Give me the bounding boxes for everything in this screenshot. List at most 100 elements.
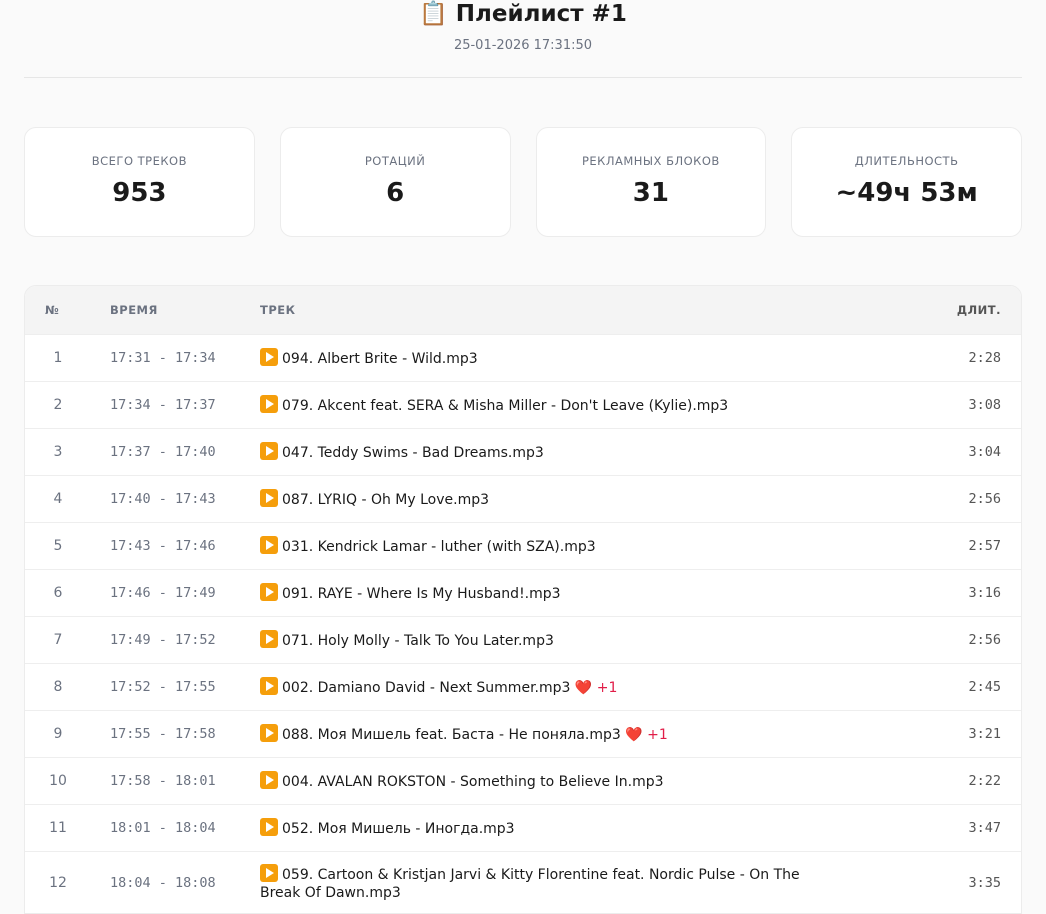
playlist-date: 25-01-2026 17:31:50 (453, 38, 593, 53)
col-num: № (45, 303, 60, 317)
table-row[interactable]: 3 17:37 - 17:40 047. Teddy Swims - Bad D… (25, 428, 1021, 475)
row-duration: 2:57 (968, 538, 1001, 554)
stat-card: ВСЕГО ТРЕКОВ 953 (24, 127, 255, 237)
row-track: 059. Cartoon & Kristjan Jarvi & Kitty Fl… (260, 863, 931, 902)
stat-card: ДЛИТЕЛЬНОСТЬ ~49ч 53м (791, 127, 1022, 237)
track-name: 059. Cartoon & Kristjan Jarvi & Kitty Fl… (260, 866, 800, 901)
play-icon[interactable] (260, 395, 278, 413)
col-duration: ДЛИТ. (956, 303, 1001, 317)
row-time: 17:34 - 17:37 (110, 397, 216, 413)
row-time: 18:01 - 18:04 (110, 820, 216, 836)
play-icon[interactable] (260, 489, 278, 507)
row-num: 12 (49, 874, 67, 891)
stats-row: ВСЕГО ТРЕКОВ 953 РОТАЦИЙ 6 РЕКЛАМНЫХ БЛОКОВ 3… (24, 127, 1022, 237)
table-row[interactable]: 2 17:34 - 17:37 079. Akcent feat. SERA &… (25, 381, 1021, 428)
table-row[interactable]: 12 18:04 - 18:08 059. Cartoon & Kristjan… (25, 851, 1021, 913)
row-num: 10 (49, 773, 67, 789)
track-name: 094. Albert Brite - Wild.mp3 (282, 351, 478, 367)
stat-card: РЕКЛАМНЫХ БЛОКОВ 31 (535, 127, 767, 237)
table-row[interactable]: 8 17:52 - 17:55 002. Damiano David - Nex… (25, 663, 1021, 710)
stat-label: РЕКЛАМНЫХ БЛОКОВ (581, 154, 720, 168)
row-track: 071. Holy Molly - Talk To You Later.mp3 (260, 630, 931, 650)
stat-value: 6 (386, 178, 405, 208)
page: 📋 Плейлист #1 25-01-2026 17:31:50 ВСЕГО … (24, 0, 1022, 914)
row-duration: 3:21 (968, 726, 1001, 742)
row-track: 094. Albert Brite - Wild.mp3 (260, 348, 931, 368)
stat-value: ~49ч 53м (835, 178, 978, 208)
track-name: 031. Kendrick Lamar - luther (with SZA).… (282, 539, 596, 555)
play-icon[interactable] (260, 442, 278, 460)
row-track: 047. Teddy Swims - Bad Dreams.mp3 (260, 442, 931, 462)
row-time: 17:46 - 17:49 (110, 585, 216, 601)
table-row[interactable]: 6 17:46 - 17:49 091. RAYE - Where Is My … (25, 569, 1021, 616)
play-icon[interactable] (260, 583, 278, 601)
row-num: 4 (53, 491, 63, 507)
table-row[interactable]: 5 17:43 - 17:46 031. Kendrick Lamar - lu… (25, 522, 1021, 569)
table-row[interactable]: 9 17:55 - 17:58 088. Моя Мишель feat. Ба… (25, 710, 1021, 757)
row-num: 8 (53, 679, 63, 695)
play-icon[interactable] (260, 724, 278, 742)
row-duration: 3:47 (968, 820, 1001, 836)
row-num: 9 (53, 726, 63, 742)
stat-value: 953 (112, 178, 167, 208)
play-icon[interactable] (260, 863, 278, 882)
table-header: № ВРЕМЯ ТРЕК ДЛИТ. (25, 286, 1021, 334)
row-time: 17:37 - 17:40 (110, 444, 216, 460)
row-time: 17:49 - 17:52 (110, 632, 216, 648)
stat-label: РОТАЦИЙ (364, 154, 426, 168)
track-name: 088. Моя Мишель feat. Баста - Не поняла.… (282, 727, 621, 743)
page-header: 📋 Плейлист #1 25-01-2026 17:31:50 (24, 0, 1022, 78)
row-track: 087. LYRIQ - Oh My Love.mp3 (260, 489, 931, 509)
play-icon[interactable] (260, 677, 278, 695)
row-num: 2 (53, 397, 63, 413)
track-name: 004. AVALAN ROKSTON - Something to Belie… (282, 774, 664, 790)
track-name: 047. Teddy Swims - Bad Dreams.mp3 (282, 445, 544, 461)
play-icon[interactable] (260, 348, 278, 366)
like-badge: ❤️ +1 (625, 727, 668, 743)
track-name: 079. Akcent feat. SERA & Misha Miller - … (282, 398, 729, 414)
play-icon[interactable] (260, 771, 278, 789)
play-icon[interactable] (260, 536, 278, 554)
row-time: 17:55 - 17:58 (110, 726, 216, 742)
row-track: 004. AVALAN ROKSTON - Something to Belie… (260, 771, 931, 791)
playlist-table: № ВРЕМЯ ТРЕК ДЛИТ. 1 17:31 - 17:34 094. … (24, 285, 1022, 914)
row-duration: 2:56 (968, 491, 1001, 507)
row-duration: 3:04 (968, 444, 1001, 460)
row-track: 031. Kendrick Lamar - luther (with SZA).… (260, 536, 931, 556)
col-track: ТРЕК (260, 303, 296, 317)
row-track: 091. RAYE - Where Is My Husband!.mp3 (260, 583, 931, 603)
row-track: 052. Моя Мишель - Иногда.mp3 (260, 818, 931, 838)
row-time: 17:31 - 17:34 (110, 350, 216, 366)
row-time: 17:52 - 17:55 (110, 679, 216, 695)
row-duration: 3:35 (968, 874, 1001, 891)
play-icon[interactable] (260, 630, 278, 648)
row-track: 079. Akcent feat. SERA & Misha Miller - … (260, 395, 931, 415)
row-num: 5 (53, 538, 63, 554)
row-track: 088. Моя Мишель feat. Баста - Не поняла.… (260, 724, 931, 744)
row-time: 17:58 - 18:01 (110, 773, 216, 789)
table-row[interactable]: 4 17:40 - 17:43 087. LYRIQ - Oh My Love.… (25, 475, 1021, 522)
stat-label: ДЛИТЕЛЬНОСТЬ (854, 154, 959, 168)
page-title: 📋 Плейлист #1 (419, 1, 627, 27)
table-row[interactable]: 1 17:31 - 17:34 094. Albert Brite - Wild… (25, 334, 1021, 381)
stat-card: РОТАЦИЙ 6 (279, 127, 511, 237)
play-icon[interactable] (260, 818, 278, 836)
row-time: 17:43 - 17:46 (110, 538, 216, 554)
row-track: 002. Damiano David - Next Summer.mp3 ❤️ … (260, 677, 931, 697)
track-name: 071. Holy Molly - Talk To You Later.mp3 (282, 633, 554, 649)
table-row[interactable]: 7 17:49 - 17:52 071. Holy Molly - Talk T… (25, 616, 1021, 663)
row-num: 3 (53, 444, 63, 460)
row-duration: 3:08 (968, 397, 1001, 413)
row-duration: 2:28 (968, 350, 1001, 366)
stat-value: 31 (632, 178, 669, 208)
like-badge: ❤️ +1 (574, 680, 618, 696)
row-time: 17:40 - 17:43 (110, 491, 216, 507)
row-duration: 2:22 (968, 773, 1001, 789)
row-num: 7 (53, 632, 63, 648)
stat-label: ВСЕГО ТРЕКОВ (91, 154, 187, 168)
table-row[interactable]: 11 18:01 - 18:04 052. Моя Мишель - Иногд… (25, 804, 1021, 851)
table-row[interactable]: 10 17:58 - 18:01 004. AVALAN ROKSTON - S… (25, 757, 1021, 804)
row-duration: 3:16 (968, 585, 1001, 601)
row-num: 11 (49, 820, 67, 836)
row-num: 6 (53, 585, 63, 601)
